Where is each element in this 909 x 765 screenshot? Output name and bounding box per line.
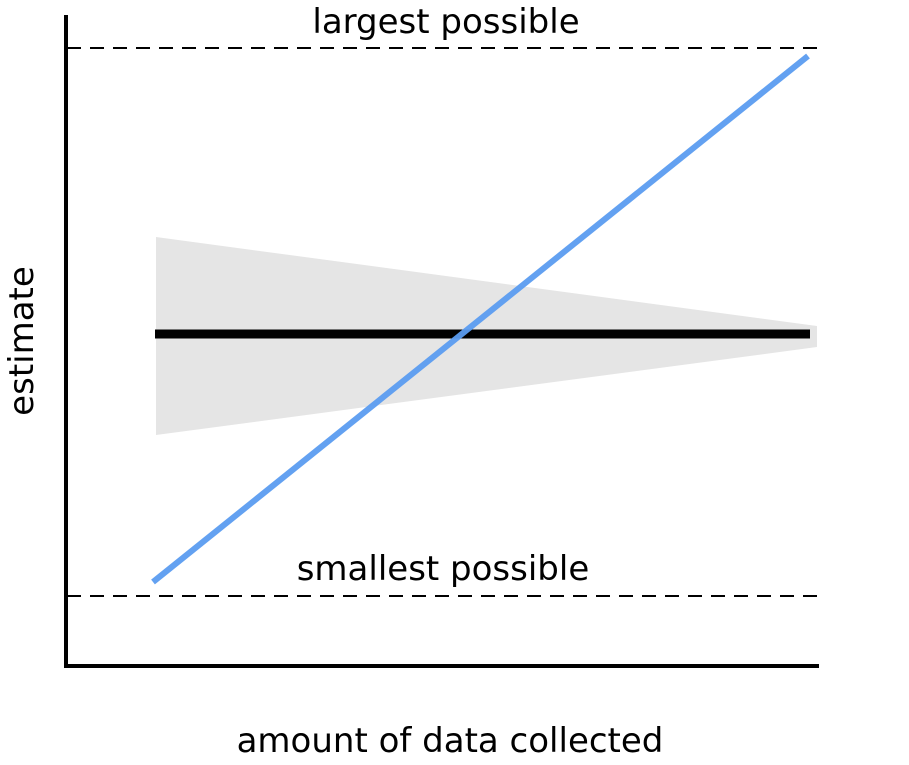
x-axis-label: amount of data collected — [237, 721, 664, 761]
lower-bound-label: smallest possible — [297, 549, 590, 589]
upper-bound-label: largest possible — [312, 2, 579, 42]
rising-estimate-line — [151, 53, 810, 585]
y-axis-label: estimate — [2, 266, 42, 416]
